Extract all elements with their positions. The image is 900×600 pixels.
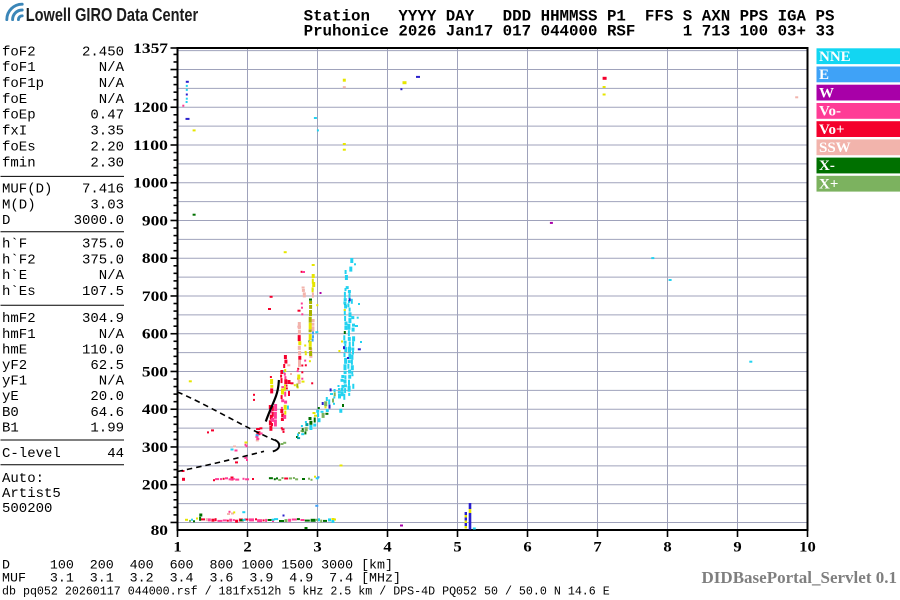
svg-text:h`F: h`F: [2, 237, 27, 253]
svg-text:3000.0: 3000.0: [74, 213, 124, 229]
svg-text:foF1: foF1: [2, 60, 36, 76]
svg-text:Vo-: Vo-: [819, 104, 841, 120]
svg-text:W: W: [819, 85, 834, 101]
svg-text:2: 2: [243, 540, 251, 556]
svg-text:N/A: N/A: [99, 60, 125, 76]
svg-text:5: 5: [453, 540, 461, 556]
svg-text:500200: 500200: [2, 501, 52, 517]
svg-text:DIDBasePortal_Servlet 0.1: DIDBasePortal_Servlet 0.1: [702, 568, 897, 587]
svg-text:M(D): M(D): [2, 197, 36, 213]
svg-text:Artist5: Artist5: [2, 486, 61, 502]
svg-text:2.30: 2.30: [90, 155, 124, 171]
svg-text:1357: 1357: [133, 41, 168, 57]
svg-text:10: 10: [799, 540, 816, 556]
svg-text:2.450: 2.450: [82, 44, 124, 60]
svg-text:62.5: 62.5: [90, 358, 124, 374]
svg-text:1000: 1000: [133, 176, 168, 192]
svg-text:Auto:: Auto:: [2, 471, 44, 487]
svg-text:Station YYYY DAY DDD HHMMS: Station YYYY DAY DDD HHMMSS P1 FFS S AXN…: [304, 8, 835, 26]
svg-text:300: 300: [142, 440, 168, 456]
svg-text:NNE: NNE: [819, 49, 851, 65]
svg-text:MUF 3.1 3.1 3.2 3.4 3.6: MUF 3.1 3.1 3.2 3.4 3.6 3.9 4.9 7.4 [MHz…: [2, 570, 401, 585]
svg-text:110.0: 110.0: [82, 342, 124, 358]
svg-text:yE: yE: [2, 389, 19, 405]
svg-text:304.9: 304.9: [82, 311, 124, 327]
svg-text:hmF2: hmF2: [2, 311, 36, 327]
svg-text:900: 900: [142, 213, 168, 229]
svg-text:3: 3: [313, 540, 321, 556]
svg-text:SSW: SSW: [819, 140, 851, 156]
svg-text:N/A: N/A: [99, 92, 125, 108]
svg-text:X-: X-: [819, 158, 835, 174]
svg-text:7.416: 7.416: [82, 182, 124, 198]
svg-text:1100: 1100: [133, 138, 168, 154]
svg-text:400: 400: [142, 402, 168, 418]
svg-text:hmE: hmE: [2, 342, 27, 358]
svg-text:N/A: N/A: [99, 268, 125, 284]
svg-text:N/A: N/A: [99, 374, 125, 390]
svg-text:80: 80: [151, 523, 168, 539]
svg-text:9: 9: [733, 540, 741, 556]
svg-text:db pq052 20260117 044000.rsf /: db pq052 20260117 044000.rsf / 181fx512h…: [2, 586, 610, 599]
svg-text:Pruhonice 2026 Jan17 017 04400: Pruhonice 2026 Jan17 017 044000 RSF 1 71…: [304, 23, 835, 41]
svg-text:700: 700: [142, 289, 168, 305]
svg-text:B1: B1: [2, 420, 19, 436]
svg-text:375.0: 375.0: [82, 252, 124, 268]
svg-text:foF1p: foF1p: [2, 76, 44, 92]
svg-text:3.35: 3.35: [90, 124, 124, 140]
svg-text:44: 44: [107, 446, 124, 462]
svg-text:fmin: fmin: [2, 155, 36, 171]
svg-text:3.03: 3.03: [90, 197, 124, 213]
svg-text:fxI: fxI: [2, 124, 27, 140]
svg-text:Lowell GIRO Data Center: Lowell GIRO Data Center: [26, 5, 199, 25]
svg-text:7: 7: [593, 540, 601, 556]
svg-text:MUF(D): MUF(D): [2, 182, 52, 198]
svg-text:1: 1: [173, 540, 181, 556]
svg-text:foEp: foEp: [2, 108, 36, 124]
svg-text:20.0: 20.0: [90, 389, 124, 405]
svg-text:E: E: [819, 67, 829, 83]
svg-text:yF1: yF1: [2, 374, 27, 390]
svg-text:800: 800: [142, 251, 168, 267]
svg-text:B0: B0: [2, 405, 19, 421]
svg-text:64.6: 64.6: [90, 405, 124, 421]
svg-text:1.99: 1.99: [90, 420, 124, 436]
svg-text:N/A: N/A: [99, 76, 125, 92]
svg-text:375.0: 375.0: [82, 237, 124, 253]
svg-text:foEs: foEs: [2, 140, 36, 156]
svg-text:foF2: foF2: [2, 44, 36, 60]
svg-text:200: 200: [142, 478, 168, 494]
svg-text:600: 600: [142, 327, 168, 343]
svg-text:500: 500: [142, 364, 168, 380]
svg-text:h`Es: h`Es: [2, 284, 36, 300]
svg-text:8: 8: [663, 540, 671, 556]
svg-text:1200: 1200: [133, 100, 168, 116]
svg-text:4: 4: [383, 540, 392, 556]
svg-text:C-level: C-level: [2, 446, 61, 462]
svg-text:h`F2: h`F2: [2, 252, 36, 268]
svg-text:0.47: 0.47: [90, 108, 124, 124]
svg-text:X+: X+: [819, 176, 838, 192]
svg-text:yF2: yF2: [2, 358, 27, 374]
svg-text:hmF1: hmF1: [2, 327, 36, 343]
svg-text:foE: foE: [2, 92, 27, 108]
svg-text:h`E: h`E: [2, 268, 27, 284]
svg-text:N/A: N/A: [99, 327, 125, 343]
svg-text:D 100 200 400 600 800: D 100 200 400 600 800 1000 1500 3000 [km…: [2, 558, 393, 573]
svg-text:6: 6: [523, 540, 531, 556]
svg-text:Vo+: Vo+: [819, 122, 845, 138]
svg-text:107.5: 107.5: [82, 284, 124, 300]
svg-text:D: D: [2, 213, 10, 229]
svg-text:2.20: 2.20: [90, 140, 124, 156]
